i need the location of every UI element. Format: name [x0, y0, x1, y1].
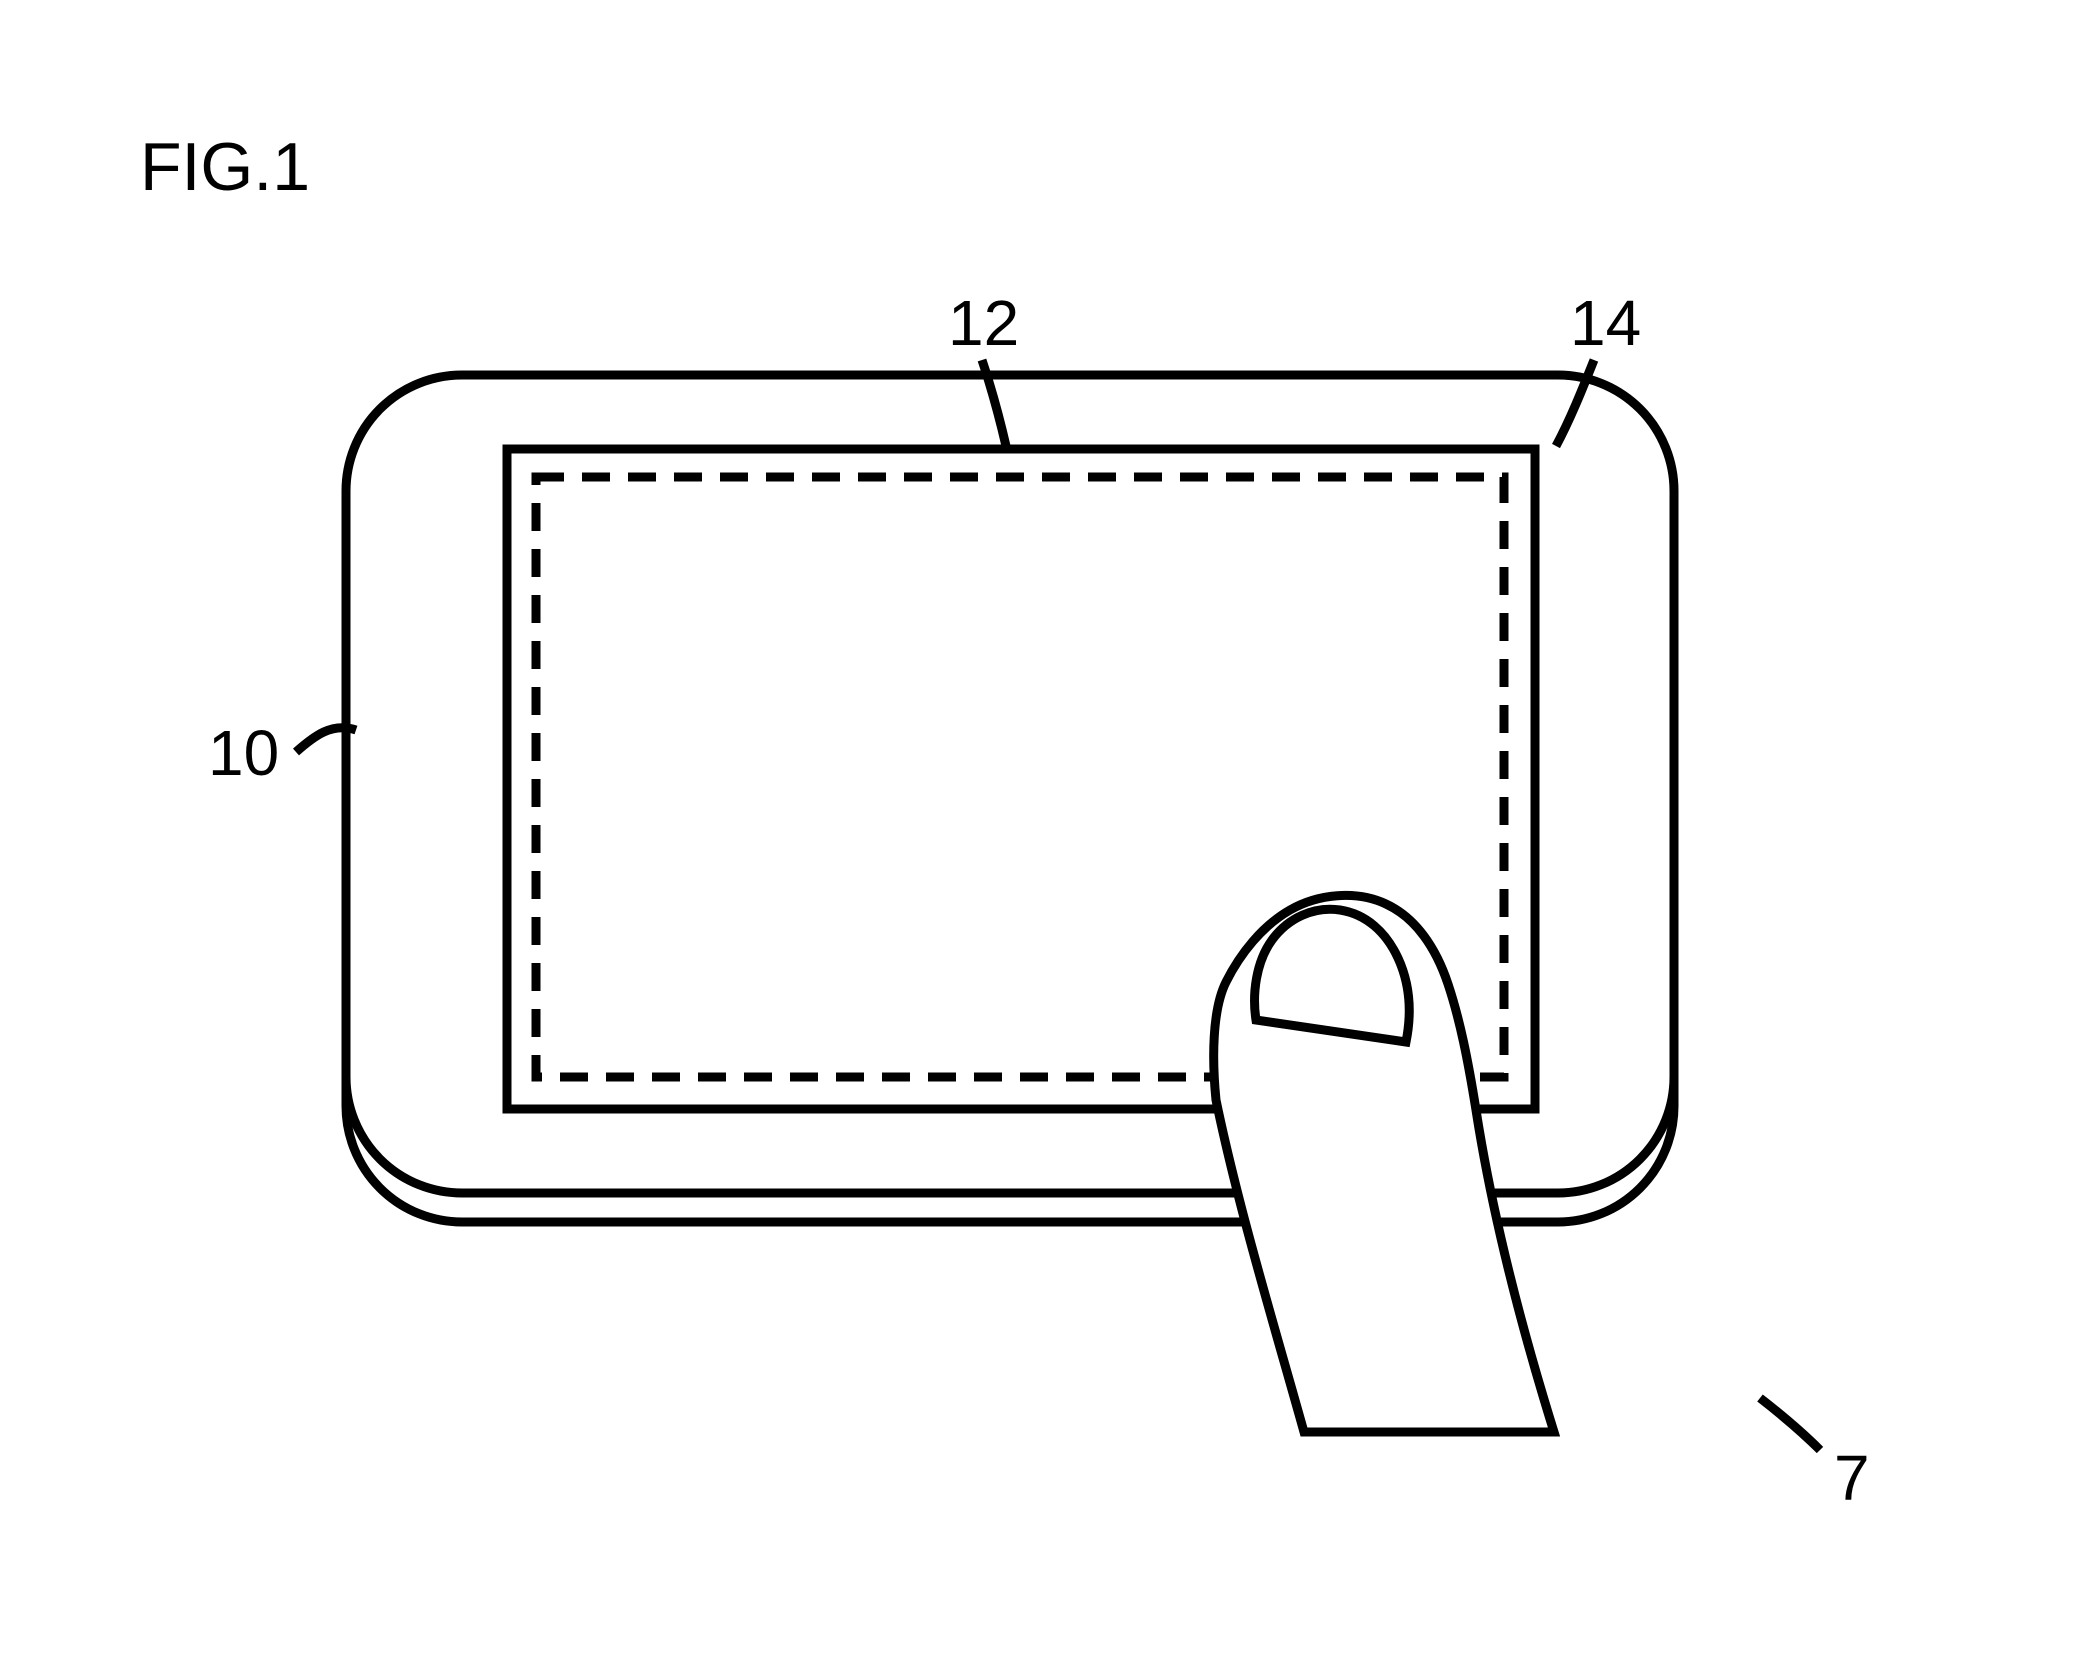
- device-body-front: [346, 375, 1674, 1193]
- label-12: 12: [948, 287, 1019, 359]
- label-14: 14: [1570, 287, 1641, 359]
- label-7: 7: [1834, 1442, 1870, 1514]
- figure-title: FIG.1: [140, 129, 310, 205]
- label-10: 10: [208, 717, 279, 789]
- leader-7: [1760, 1398, 1820, 1450]
